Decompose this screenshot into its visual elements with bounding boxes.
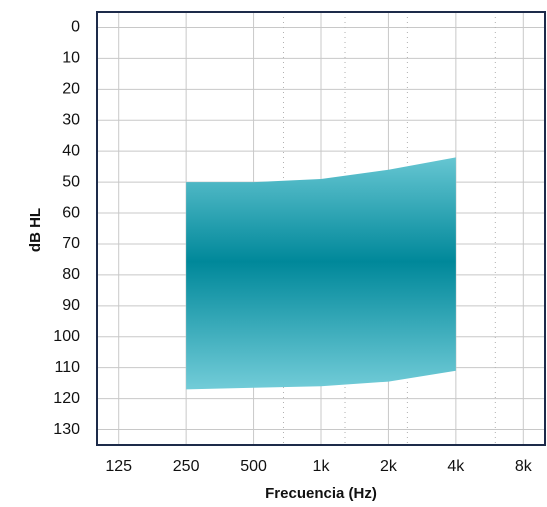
- y-tick-label: 100: [53, 328, 80, 345]
- plot-frame: [96, 11, 546, 446]
- y-tick-label: 10: [62, 50, 80, 67]
- y-tick-label: 110: [54, 359, 80, 376]
- y-tick-label: 30: [62, 111, 80, 128]
- y-tick-label: 120: [53, 390, 80, 407]
- y-tick-label: 60: [62, 204, 80, 221]
- x-tick-label: 500: [240, 458, 267, 475]
- y-axis-label: dB HL: [27, 208, 44, 252]
- x-tick-label: 1k: [313, 458, 331, 475]
- x-tick-label: 250: [173, 458, 200, 475]
- x-tick-label: 2k: [380, 458, 398, 475]
- y-tick-label: 70: [62, 235, 80, 252]
- x-tick-label: 8k: [515, 458, 533, 475]
- y-tick-label: 80: [62, 266, 80, 283]
- y-tick-label: 90: [62, 297, 80, 314]
- y-tick-label: 0: [71, 19, 80, 36]
- x-tick-label: 4k: [447, 458, 465, 475]
- y-tick-label: 50: [62, 173, 80, 190]
- y-tick-label: 40: [62, 142, 80, 159]
- fitting-range: [186, 157, 456, 390]
- y-tick-label: 20: [62, 81, 80, 98]
- x-tick-label: 125: [105, 458, 132, 475]
- y-tick-label: 130: [53, 421, 80, 438]
- x-axis-label: Frecuencia (Hz): [265, 485, 377, 502]
